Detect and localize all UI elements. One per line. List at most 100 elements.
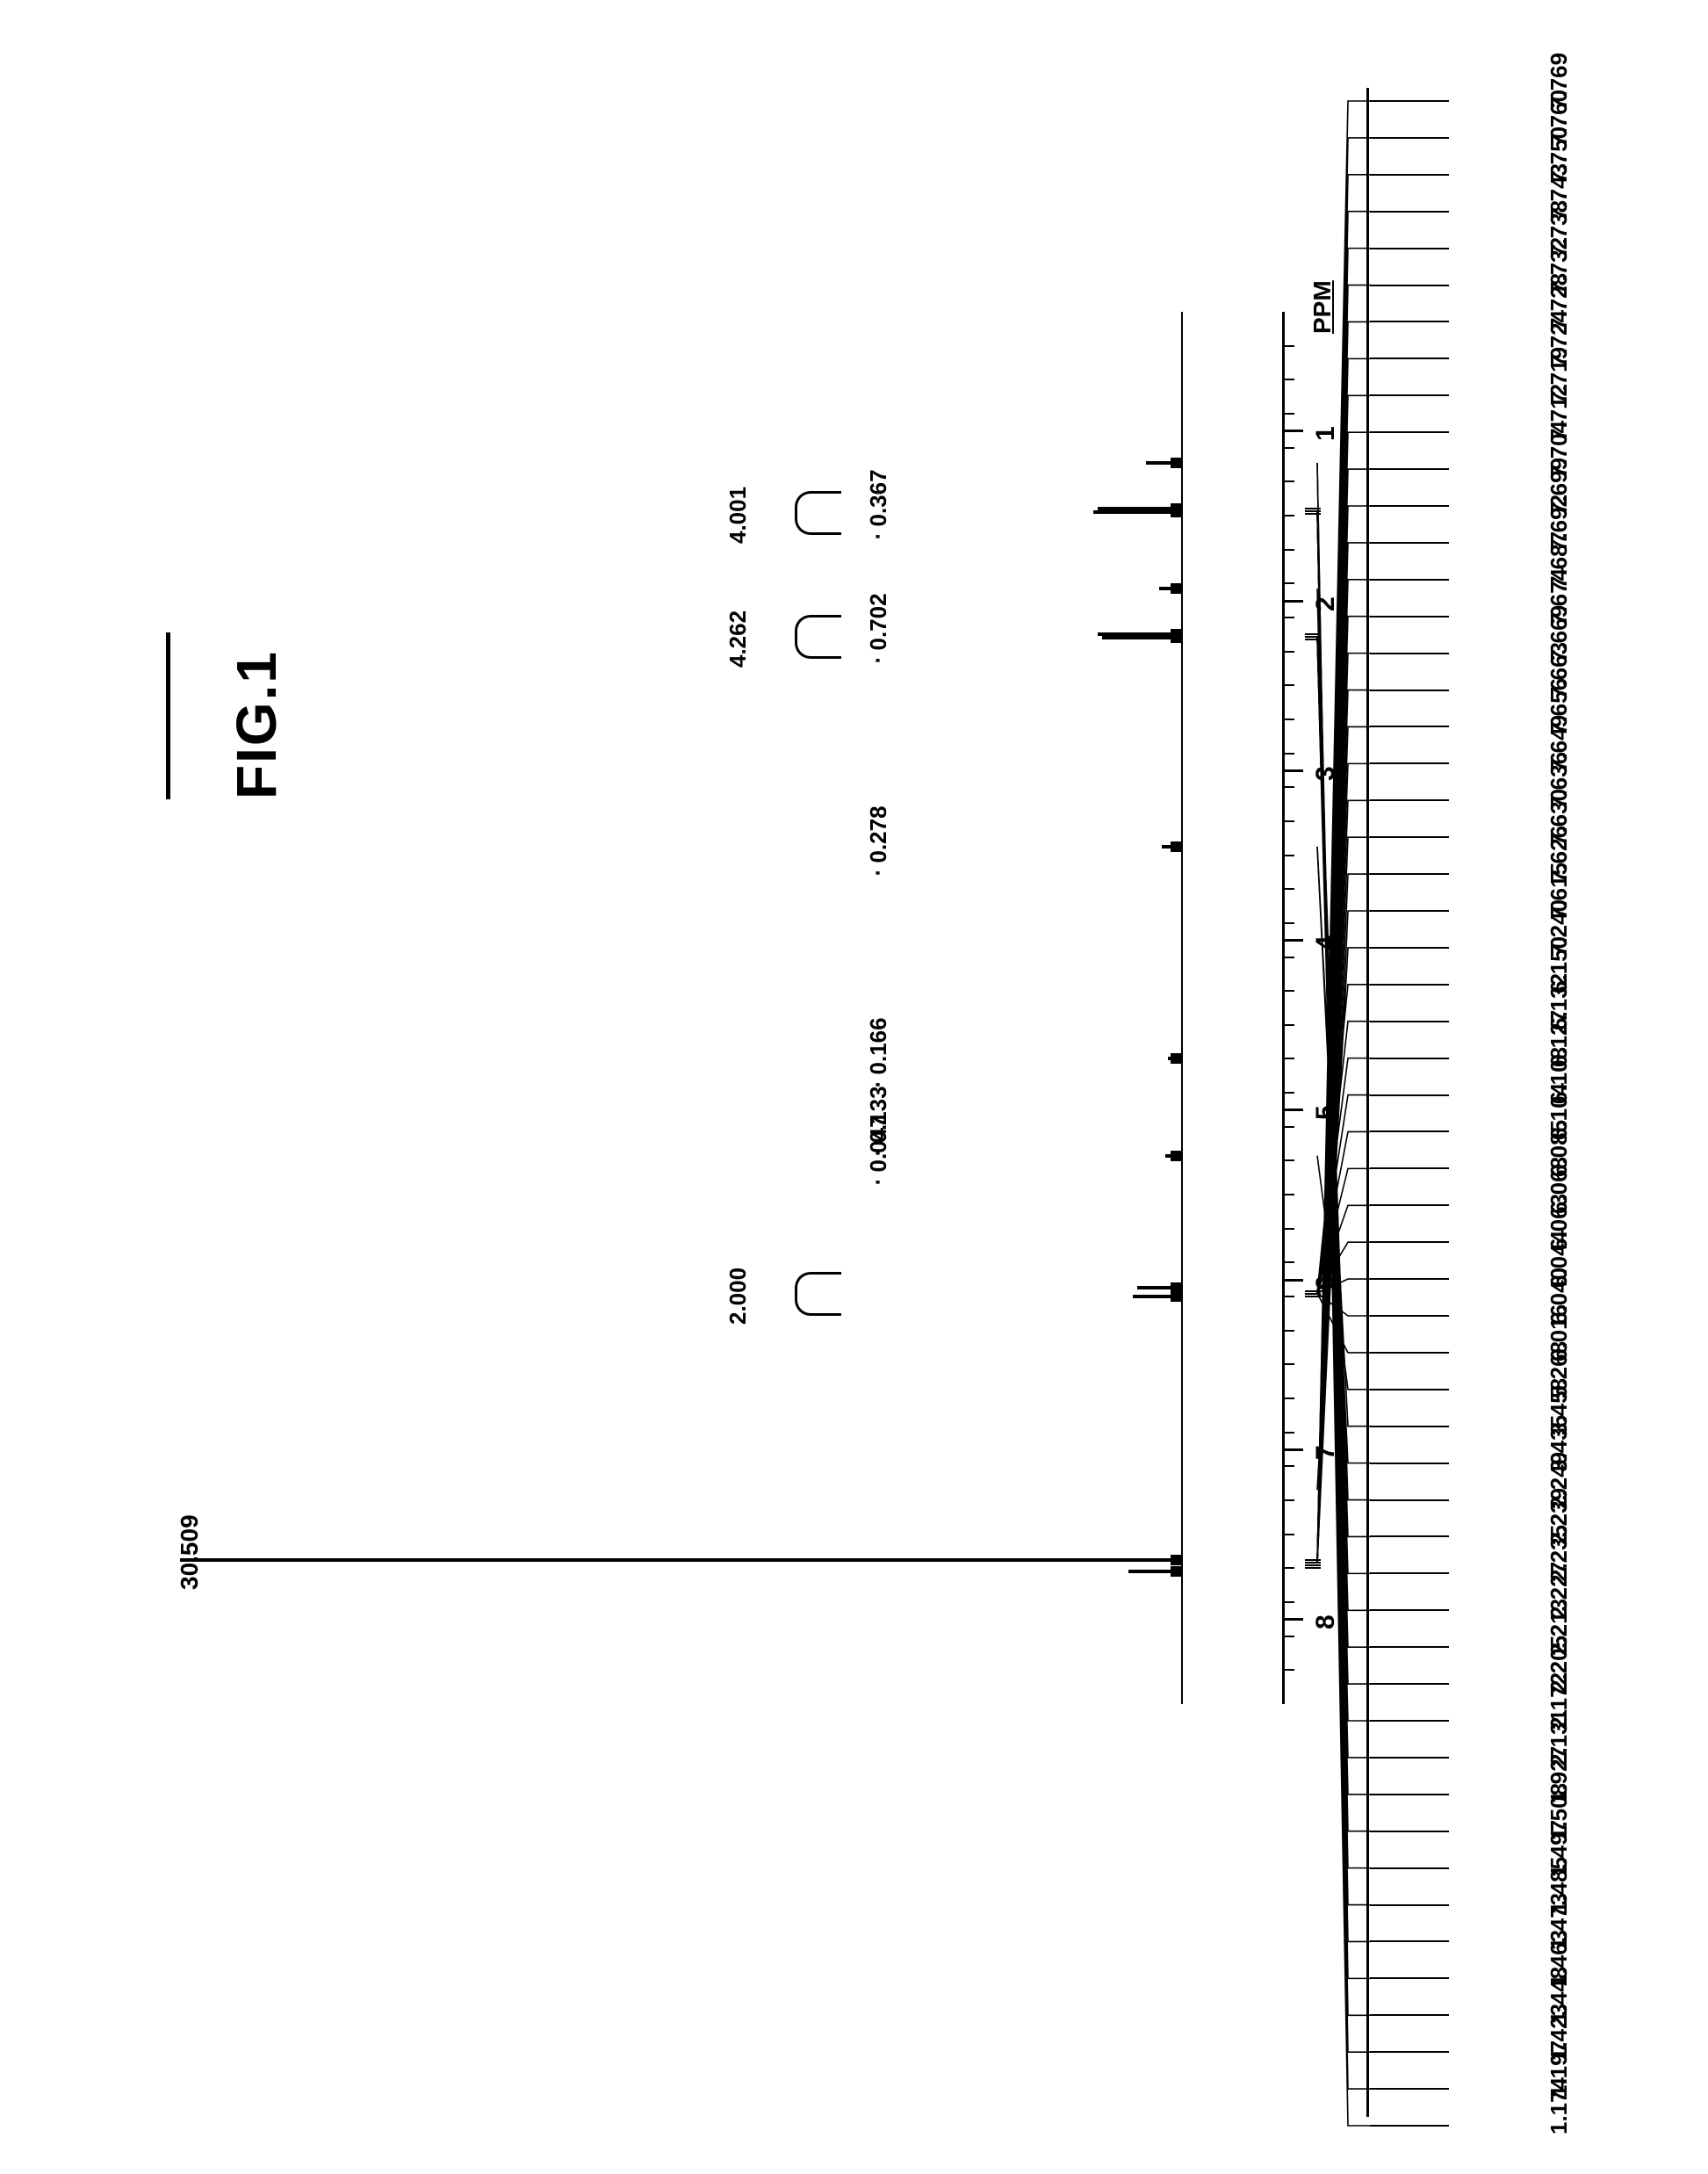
peak-label-tick (1370, 1426, 1449, 1427)
axis-minor-tick (1282, 1261, 1294, 1263)
integration-bracket (795, 1272, 841, 1316)
peak-label-tick (1370, 1720, 1449, 1722)
peak-label-tick (1370, 1094, 1449, 1096)
axis-minor-tick (1282, 515, 1294, 516)
peak-label-tick (1370, 1831, 1449, 1832)
nmr-figure-page: FIG.1 30.509 PPM 12345678 2.000‧ 0.047‧ … (0, 0, 1708, 2174)
axis-minor-tick (1282, 922, 1294, 924)
spectrum-peak (1098, 632, 1181, 636)
peak-fan-line (1317, 636, 1370, 1684)
peak-label-tick (1370, 653, 1449, 654)
figure-label: FIG.1 (224, 650, 289, 799)
peak-fan-line (1317, 463, 1370, 2126)
peak-label-tick (1370, 1977, 1449, 1979)
axis-tick-label: 2 (1311, 596, 1341, 611)
axis-cluster-mark (1305, 1567, 1321, 1569)
axis-major-tick (1282, 1618, 1303, 1621)
peak-fan-line (1317, 636, 1370, 1721)
axis-minor-tick (1282, 1398, 1294, 1399)
peak-fan-line (1317, 763, 1370, 1563)
axis-tick-label: 7 (1311, 1445, 1341, 1460)
axis-minor-tick (1282, 1126, 1294, 1128)
axis-minor-tick (1282, 1363, 1294, 1365)
axis-minor-tick (1282, 1194, 1294, 1195)
axis-cluster-mark (1305, 1293, 1321, 1295)
peak-fan-line (1317, 1156, 1370, 1390)
peak-label-tick (1370, 1389, 1449, 1390)
peak-fan-line (1317, 358, 1370, 1563)
axis-line (1282, 312, 1285, 1704)
axis-major-tick (1282, 939, 1303, 942)
peak-label-tick (1370, 1609, 1449, 1611)
peak-label-tick (1370, 1867, 1449, 1869)
peak-fan-line (1317, 249, 1370, 1564)
axis-minor-tick (1282, 1228, 1294, 1230)
axis-cluster-mark (1305, 508, 1321, 509)
peak-label-tick (1370, 1167, 1449, 1169)
peak-label-tick (1370, 1940, 1449, 1942)
peak-label-tick (1370, 137, 1449, 139)
peak-fan-line (1317, 1022, 1370, 1294)
peak-label-tick (1370, 2051, 1449, 2053)
axis-minor-tick (1282, 1601, 1294, 1603)
spectrum-peak-base (1171, 1566, 1181, 1577)
peak-label-tick (1370, 1904, 1449, 1906)
axis-tick-label: 5 (1311, 1106, 1341, 1121)
spectrum-peak-base (1171, 503, 1181, 514)
axis-minor-tick (1282, 1330, 1294, 1332)
peak-fan-line (1317, 948, 1370, 1491)
spectrum-baseline (1181, 312, 1183, 1704)
peak-label-tick (1370, 1572, 1449, 1574)
axis-minor-tick (1282, 345, 1294, 347)
axis-major-tick (1282, 600, 1303, 603)
peak-fan-line (1317, 847, 1370, 1426)
peak-fan-line (1317, 636, 1370, 1758)
peak-label-tick (1370, 1757, 1449, 1759)
peak-fan-line (1317, 469, 1370, 1563)
peak-label-tick (1370, 2088, 1449, 2090)
peak-label-tick (1370, 726, 1449, 727)
peak-label-tick (1370, 910, 1449, 912)
spectrum-peak (1093, 510, 1181, 514)
peak-fan-line (1317, 617, 1370, 1564)
axis-minor-tick (1282, 1567, 1294, 1569)
spectrum-peak-base (1171, 583, 1181, 594)
peak-ppm-label: 1.174 (1546, 2077, 1573, 2134)
axis-tick-label: 6 (1311, 1275, 1341, 1290)
peak-fan-line (1317, 395, 1370, 1563)
peak-label-tick (1370, 358, 1449, 359)
peak-label-tick (1370, 1241, 1449, 1243)
peak-label-tick (1370, 321, 1449, 322)
peak-label-tick (1370, 1683, 1449, 1685)
axis-minor-tick (1282, 1534, 1294, 1535)
peak-label-tick (1370, 836, 1449, 838)
peak-fan-line (1317, 911, 1370, 1564)
peak-fan-line (1317, 138, 1370, 1564)
spectrum-peak-base (1171, 1053, 1181, 1064)
peak-label-tick (1370, 2125, 1449, 2127)
peak-fan-line (1317, 510, 1370, 1904)
peak-fan-line (1317, 636, 1370, 1647)
peak-label-tick (1370, 468, 1449, 470)
spectrum-peak-base (1171, 1555, 1181, 1565)
peak-fan-line (1317, 1058, 1370, 1294)
peak-fan-line (1317, 510, 1370, 2015)
peak-fan-line (1317, 510, 1370, 1831)
peak-label-tick (1370, 1278, 1449, 1280)
axis-minor-tick (1282, 480, 1294, 482)
axis-minor-tick (1282, 888, 1294, 890)
axis-unit-label: PPM (1308, 280, 1337, 334)
axis-minor-tick (1282, 719, 1294, 720)
axis-cluster-mark (1305, 1296, 1321, 1297)
integration-subvalue: ‧ 0.133 (865, 1086, 892, 1157)
ppm-axis (1282, 312, 1317, 1704)
spectrum-peak (1098, 507, 1181, 510)
axis-cluster-mark (1305, 639, 1321, 640)
peak-fan-line (1317, 543, 1370, 1564)
spectrum-peak-base (1171, 458, 1181, 468)
peak-fan-line (1317, 580, 1370, 1564)
integration-subvalue: ‧ 0.367 (865, 470, 892, 541)
peak-label-tick (1370, 690, 1449, 691)
peak-label-tick (1370, 1463, 1449, 1464)
peak-label-tick (1370, 542, 1449, 544)
